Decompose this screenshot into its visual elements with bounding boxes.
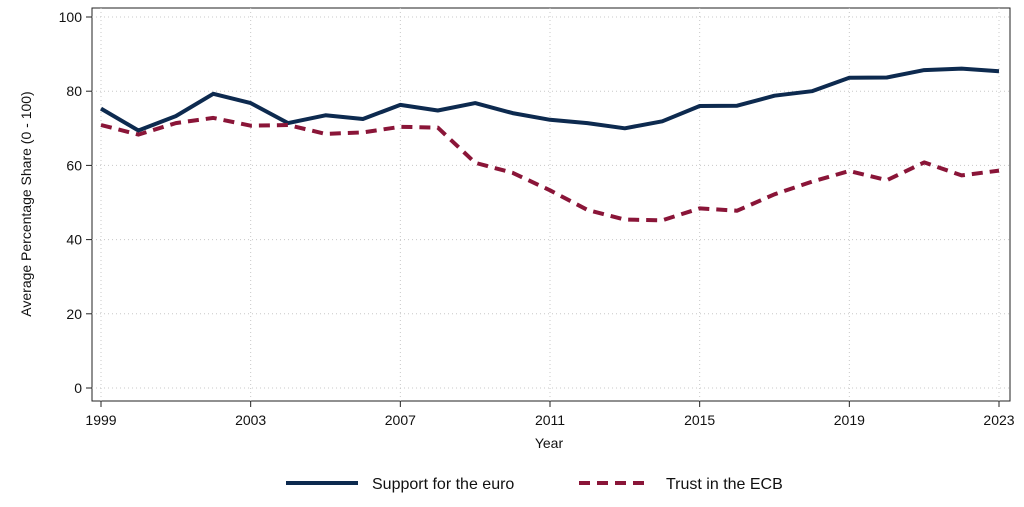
x-tick-label: 2019 — [834, 412, 865, 428]
y-tick-label: 100 — [59, 9, 83, 25]
y-tick-label: 40 — [66, 232, 82, 248]
y-axis-title: Average Percentage Share (0 - 100) — [18, 91, 34, 316]
y-tick-label: 0 — [74, 380, 82, 396]
x-tick-label: 2007 — [385, 412, 416, 428]
x-tick-label: 2015 — [684, 412, 715, 428]
legend: Support for the euro Trust in the ECB — [286, 476, 783, 493]
series-layer — [99, 66, 1000, 223]
y-axis-ticks: 0 20 40 60 80 100 — [59, 9, 92, 396]
y-tick-label: 80 — [66, 83, 82, 99]
legend-label-support-for-the-euro: Support for the euro — [372, 476, 514, 493]
x-tick-label: 2011 — [535, 412, 565, 428]
x-axis-ticks: 1999 2003 2007 2011 2015 2019 2023 — [85, 401, 1015, 428]
plot-area — [91, 7, 1011, 402]
series-line-support-for-the-euro — [99, 66, 1000, 133]
x-tick-label: 2023 — [983, 412, 1014, 428]
y-tick-label: 20 — [66, 306, 82, 322]
legend-label-trust-in-the-ecb: Trust in the ECB — [666, 476, 783, 493]
series-line-trust-in-the-ecb — [100, 115, 1000, 223]
x-tick-label: 1999 — [85, 412, 116, 428]
x-axis-title: Year — [535, 435, 564, 451]
y-tick-label: 60 — [66, 157, 82, 173]
x-tick-label: 2003 — [235, 412, 266, 428]
grid-lines — [92, 8, 1010, 401]
